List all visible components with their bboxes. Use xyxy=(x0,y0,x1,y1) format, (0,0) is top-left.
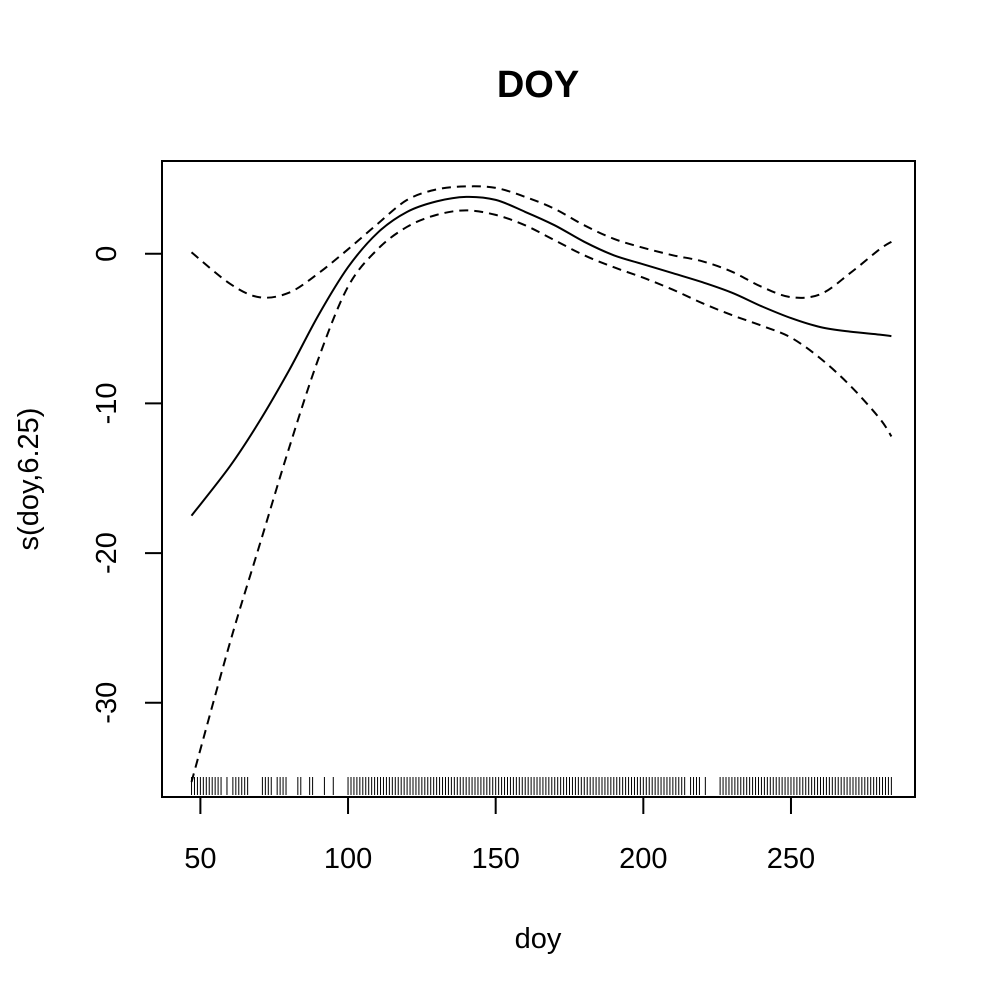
x-tick-label: 200 xyxy=(619,843,667,875)
x-tick-label: 100 xyxy=(324,843,372,875)
series-layer xyxy=(190,185,893,783)
y-axis: 0 -10 -20 -30 xyxy=(91,246,163,724)
series-lower-line xyxy=(190,209,893,783)
x-tick-label: 150 xyxy=(471,843,519,875)
plot-frame xyxy=(161,160,916,798)
series-upper-line xyxy=(190,185,892,299)
chart-title: DOY xyxy=(497,64,579,106)
series-fit-line xyxy=(190,195,892,517)
y-tick-label: 0 xyxy=(91,246,123,262)
x-tick-label: 50 xyxy=(184,843,216,875)
x-axis: 50 100 150 200 250 xyxy=(184,796,815,875)
rug xyxy=(191,777,892,795)
y-axis-label: s(doy,6.25) xyxy=(13,408,45,551)
y-tick-label: -30 xyxy=(91,682,123,724)
x-axis-label: doy xyxy=(515,923,562,955)
y-tick-label: -10 xyxy=(91,382,123,424)
y-tick-label: -20 xyxy=(91,532,123,574)
x-tick-label: 250 xyxy=(767,843,815,875)
